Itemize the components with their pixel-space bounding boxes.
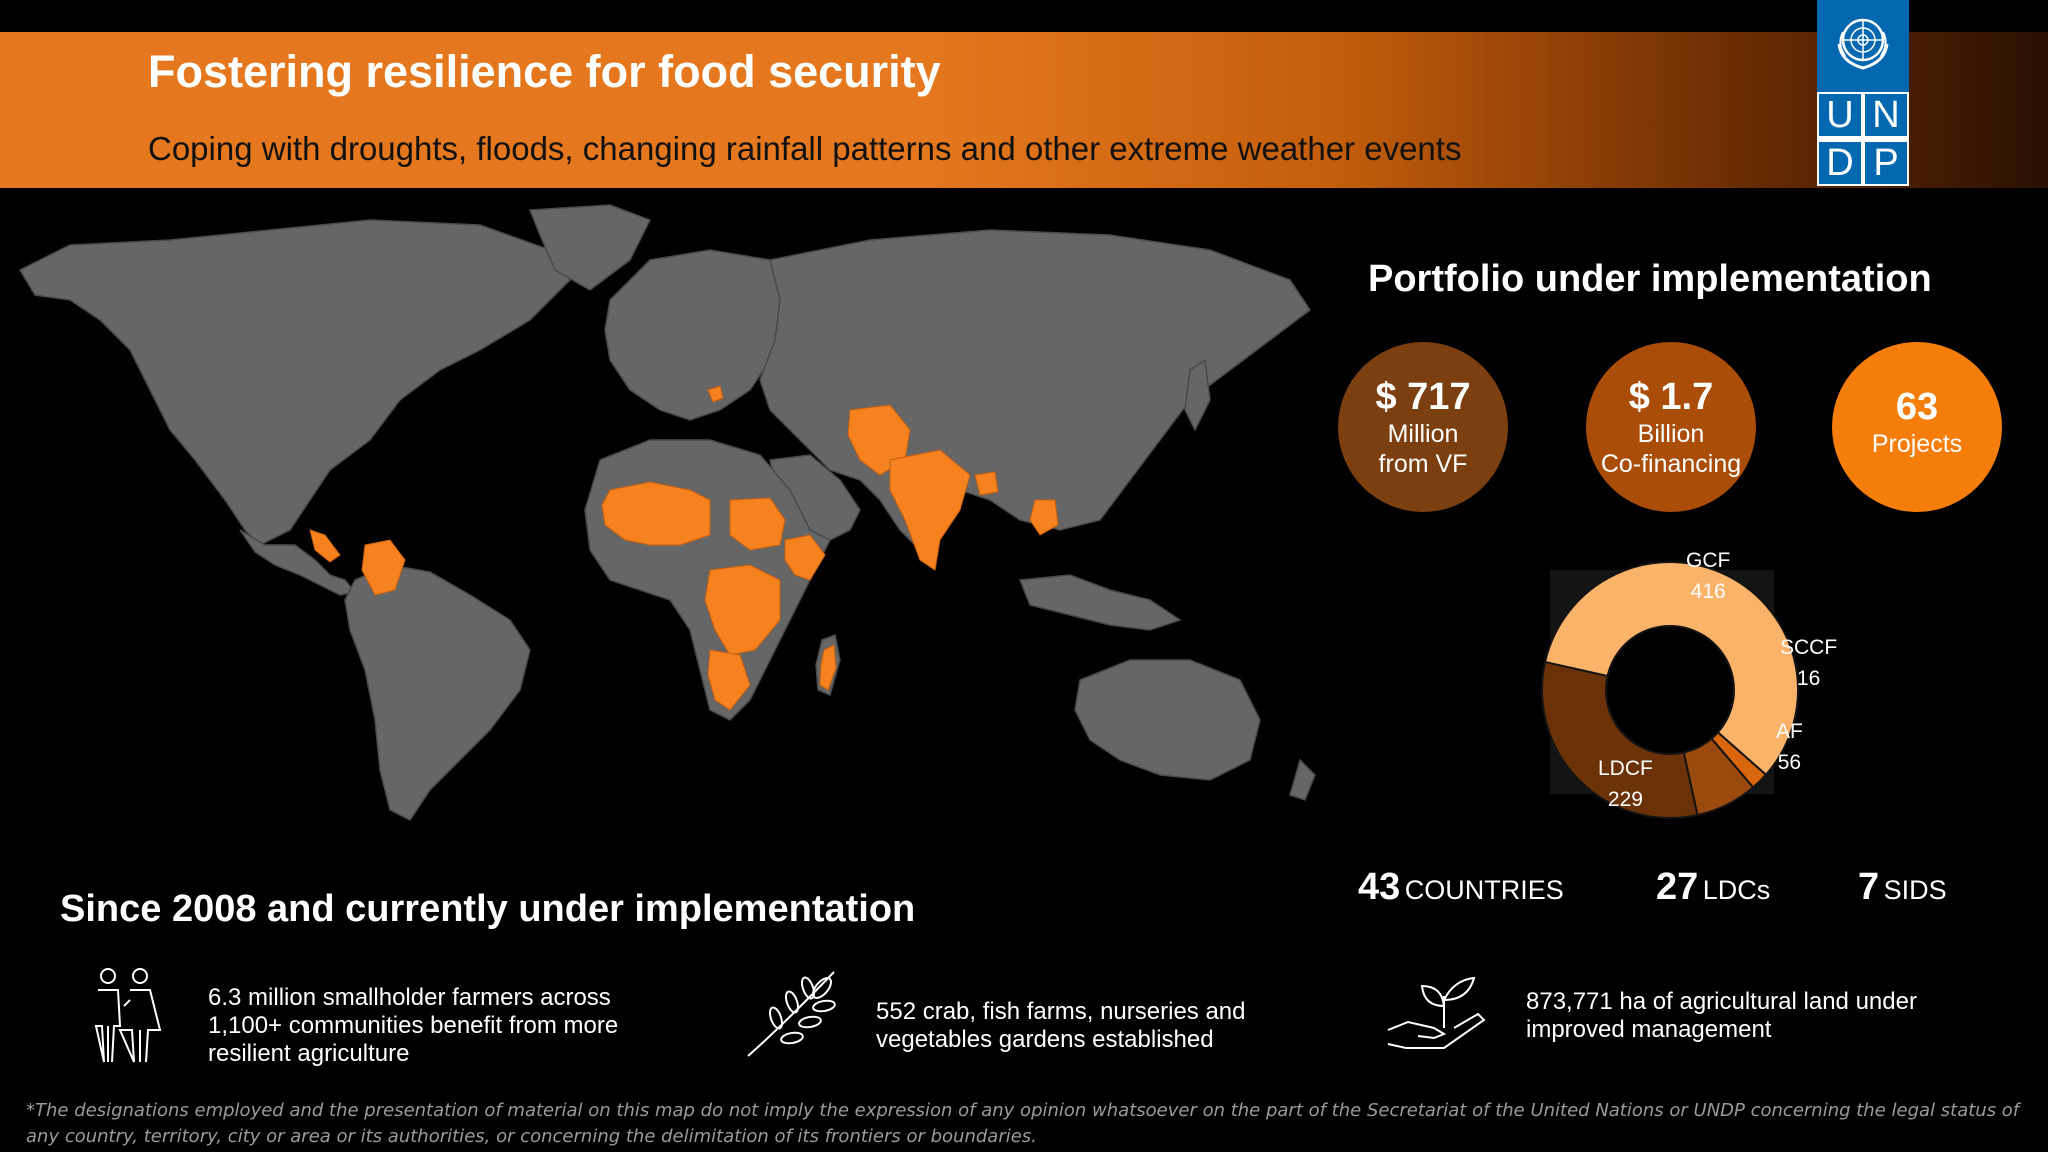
donut-label-sccf: SCCF 16: [1780, 632, 1837, 694]
highlight-sudan: [729, 497, 786, 551]
circle-value: $ 1.7: [1628, 376, 1714, 418]
logo-letter-d: D: [1819, 142, 1861, 184]
branch-icon: [747, 971, 836, 1057]
highlight-cambodia: [1029, 499, 1059, 536]
donut-label-ldcf: LDCF 229: [1598, 753, 1653, 815]
stat-number: 43: [1358, 866, 1401, 908]
europe: [604, 249, 801, 421]
donut-label-value: 229: [1607, 788, 1643, 811]
new-zealand: [1289, 758, 1316, 801]
stat-number: 27: [1656, 866, 1699, 908]
logo-letter-p: P: [1865, 142, 1907, 184]
farmers-icon: [94, 968, 162, 1063]
greenland: [528, 204, 652, 291]
donut-label-name: GCF: [1686, 549, 1731, 572]
circle-value: 63: [1895, 386, 1939, 428]
logo-letter-grid: U N D P: [1817, 92, 1909, 186]
page-subtitle: Coping with droughts, floods, changing r…: [148, 130, 1462, 167]
australia: [1074, 659, 1261, 781]
stat-label: LDCs: [1702, 875, 1771, 905]
circle-line1: Million: [1387, 420, 1459, 448]
donut-label-name: SCCF: [1780, 636, 1838, 659]
page-title: Fostering resilience for food security: [148, 46, 941, 97]
donut-label-value: 56: [1777, 751, 1802, 774]
stat-number: 7: [1858, 866, 1880, 908]
highlight-central-america: [309, 529, 341, 563]
highlight-india: [889, 449, 971, 571]
donut-label-gcf: GCF 416: [1686, 545, 1730, 607]
logo-letter-u: U: [1819, 94, 1861, 136]
fact-farmers: 6.3 million smallholder farmers across 1…: [208, 984, 619, 1067]
south-america: [344, 564, 531, 821]
donut-slice-gcf: [1543, 561, 1799, 777]
highlight-balkans: [707, 385, 724, 403]
funding-circle-vf: $ 717 Million from VF: [1338, 342, 1508, 512]
highlight-madagascar: [819, 644, 837, 691]
circle-line2: Co-financing: [1600, 450, 1742, 478]
circle-line2: from VF: [1378, 450, 1468, 478]
fact-farms: 552 crab, fish farms, nurseries and vege…: [876, 998, 1246, 1053]
stat-countries: 43 COUNTRIES: [1358, 866, 1564, 909]
world-map: [18, 204, 1316, 821]
stat-label: SIDS: [1883, 875, 1947, 905]
stat-sids: 7 SIDS: [1858, 866, 1947, 909]
projects-circle: 63 Projects: [1832, 342, 2002, 512]
circle-line1: Billion: [1637, 420, 1705, 448]
highlight-bangladesh: [974, 471, 999, 496]
undp-logo: U N D P: [1817, 0, 1909, 186]
stat-ldcs: 27 LDCs: [1656, 866, 1770, 909]
highlight-colombia: [361, 539, 406, 596]
donut-slice-ldcf: [1541, 660, 1699, 819]
funding-circle-cofinancing: $ 1.7 Billion Co-financing: [1586, 342, 1756, 512]
portfolio-title: Portfolio under implementation: [1368, 258, 1932, 300]
highlight-southern-africa: [707, 649, 751, 711]
southeast-asia: [1018, 574, 1182, 631]
donut-label-value: 16: [1796, 667, 1821, 690]
stat-label: COUNTRIES: [1404, 875, 1564, 905]
header-banner: [0, 32, 2048, 188]
donut-label-name: LDCF: [1598, 757, 1653, 780]
circle-value: $ 717: [1375, 376, 1471, 418]
fact-land: 873,771 ha of agricultural land under im…: [1526, 988, 1917, 1043]
donut-hole: [1607, 627, 1733, 753]
donut-label-af: AF 56: [1776, 716, 1803, 778]
un-emblem-icon: [1837, 18, 1889, 70]
north-america: [18, 219, 571, 546]
logo-letter-n: N: [1865, 94, 1907, 136]
highlight-horn-africa: [784, 534, 826, 581]
highlight-central-africa: [704, 564, 781, 656]
funding-donut-chart: [1541, 561, 1799, 819]
donut-label-value: 416: [1690, 580, 1726, 603]
circle-line1: Projects: [1871, 430, 1963, 458]
disclaimer: *The designations employed and the prese…: [26, 1100, 2020, 1147]
japan: [1184, 358, 1211, 432]
seedling-hand-icon: [1387, 976, 1486, 1049]
highlight-west-africa: [601, 481, 711, 546]
central-america: [239, 529, 357, 596]
donut-label-name: AF: [1776, 720, 1803, 743]
since-title: Since 2008 and currently under implement…: [60, 888, 916, 930]
